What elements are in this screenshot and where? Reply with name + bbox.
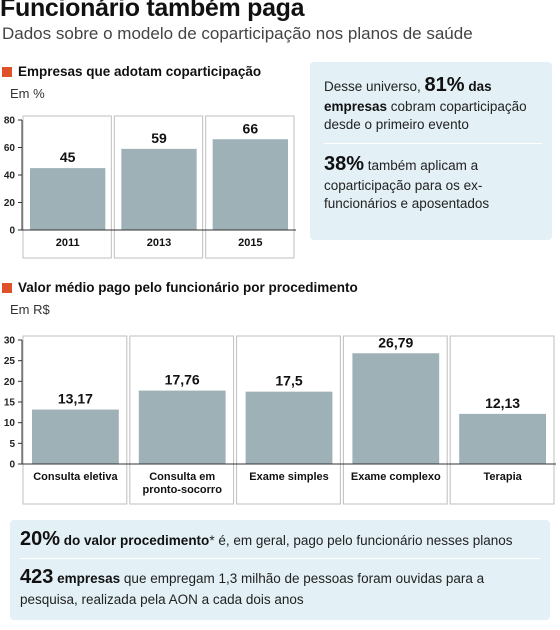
y-tick-label: 0 xyxy=(9,226,15,237)
x-category-label: 2011 xyxy=(56,237,80,249)
bar xyxy=(459,413,546,464)
chart2-heading: Valor médio pago pelo funcionário por pr… xyxy=(2,280,358,295)
bar-value-label: 12,13 xyxy=(485,395,520,411)
footer-f2-bold: empresas xyxy=(53,571,121,587)
bar-value-label: 26,79 xyxy=(378,334,413,350)
bar xyxy=(212,139,288,230)
bar xyxy=(121,148,197,230)
bar-value-label: 59 xyxy=(151,130,167,146)
footer-divider xyxy=(20,558,540,560)
bar-panel xyxy=(342,335,448,505)
y-tick-label: 0 xyxy=(9,460,15,471)
footer-line-1: 20% do valor procedimento* é, em geral, … xyxy=(20,526,540,552)
x-category-label: pronto-socorro xyxy=(142,484,222,496)
bar-panel xyxy=(205,115,295,259)
footer-box: 20% do valor procedimento* é, em geral, … xyxy=(10,520,550,620)
chart2-unit: Em R$ xyxy=(10,302,50,317)
chart1-title: Empresas que adotam coparticipação xyxy=(18,64,262,79)
footer-line-2: 423 empresas que empregam 1,3 milhão de … xyxy=(20,564,540,608)
bar-panel xyxy=(22,115,112,259)
footer-f1-bold: do valor procedimento xyxy=(60,533,210,548)
section-marker-icon xyxy=(2,282,12,293)
bar-panel xyxy=(22,335,128,505)
page-subtitle: Dados sobre o modelo de coparticipação n… xyxy=(2,24,473,43)
bar-panel xyxy=(449,335,555,505)
callout-p1-post: cobram coparticipação desde o primeiro e… xyxy=(324,99,527,133)
callout-p1-bold: das empresas xyxy=(324,79,492,115)
y-tick-label: 25 xyxy=(4,356,16,367)
chart2-title: Valor médio pago pelo funcionário por pr… xyxy=(18,280,358,295)
y-tick-label: 30 xyxy=(4,336,16,347)
x-category-label: 2013 xyxy=(147,237,171,249)
page-title: Funcionário também paga xyxy=(0,0,305,22)
callout-p2-big: 38% xyxy=(324,153,365,176)
bar xyxy=(352,353,440,464)
x-category-label: Exame complexo xyxy=(351,471,441,483)
bar-panel xyxy=(129,335,235,505)
bar xyxy=(245,391,333,464)
chart1-unit: Em % xyxy=(10,86,45,101)
bar-value-label: 66 xyxy=(243,120,259,136)
bar-value-label: 45 xyxy=(60,149,76,165)
bar xyxy=(32,409,119,464)
y-tick-label: 15 xyxy=(4,398,16,409)
footer-f1-post: * é, em geral, pago pelo funcionário nes… xyxy=(209,533,513,548)
callout-divider xyxy=(324,143,542,145)
x-category-label: Exame simples xyxy=(249,471,329,483)
y-tick-label: 20 xyxy=(4,198,16,209)
bar-value-label: 13,17 xyxy=(58,391,93,407)
chart1-svg: 80 60 40 20 0 45 2011 59 2013 66 2015 xyxy=(4,115,296,259)
x-category-label: Consulta eletiva xyxy=(33,471,118,483)
y-tick-label: 80 xyxy=(4,116,16,127)
y-tick-label: 40 xyxy=(4,171,16,182)
y-tick-label: 20 xyxy=(4,377,16,388)
bar xyxy=(138,390,226,464)
chart1-heading: Empresas que adotam coparticipação xyxy=(2,64,261,79)
callout-p2-post: também aplicam a coparticipação para os … xyxy=(324,158,490,212)
y-tick-label: 10 xyxy=(4,418,16,429)
bar-panel xyxy=(113,115,204,259)
y-tick-label: 60 xyxy=(4,143,16,154)
bar xyxy=(30,168,106,230)
bar-value-label: 17,76 xyxy=(165,372,200,388)
chart2-svg: 30 25 20 15 10 5 0 13,17 Consulta eletiva 17,76 Co… xyxy=(4,334,556,505)
callout-paragraph-1: Desse universo, 81% das empresas cobram … xyxy=(324,72,542,134)
x-category-label: Consulta em xyxy=(149,471,215,483)
callout-box: Desse universo, 81% das empresas cobram … xyxy=(310,62,552,240)
section-marker-icon xyxy=(2,66,12,77)
callout-paragraph-2: 38% também aplicam a coparticipação para… xyxy=(324,151,542,213)
callout-p1-big: 81% xyxy=(424,74,465,96)
x-category-label: 2015 xyxy=(238,237,262,249)
footer-f1-big: 20% xyxy=(20,528,61,550)
bar-panel xyxy=(236,335,341,505)
x-category-label: Terapia xyxy=(483,471,522,483)
footer-f2-big: 423 xyxy=(20,566,54,589)
y-tick-label: 5 xyxy=(9,439,15,450)
callout-p1-pre: Desse universo, xyxy=(324,79,425,94)
footer-f2-post: que empregam 1,3 milhão de pessoas foram… xyxy=(20,571,485,607)
bar-value-label: 17,5 xyxy=(275,373,302,389)
